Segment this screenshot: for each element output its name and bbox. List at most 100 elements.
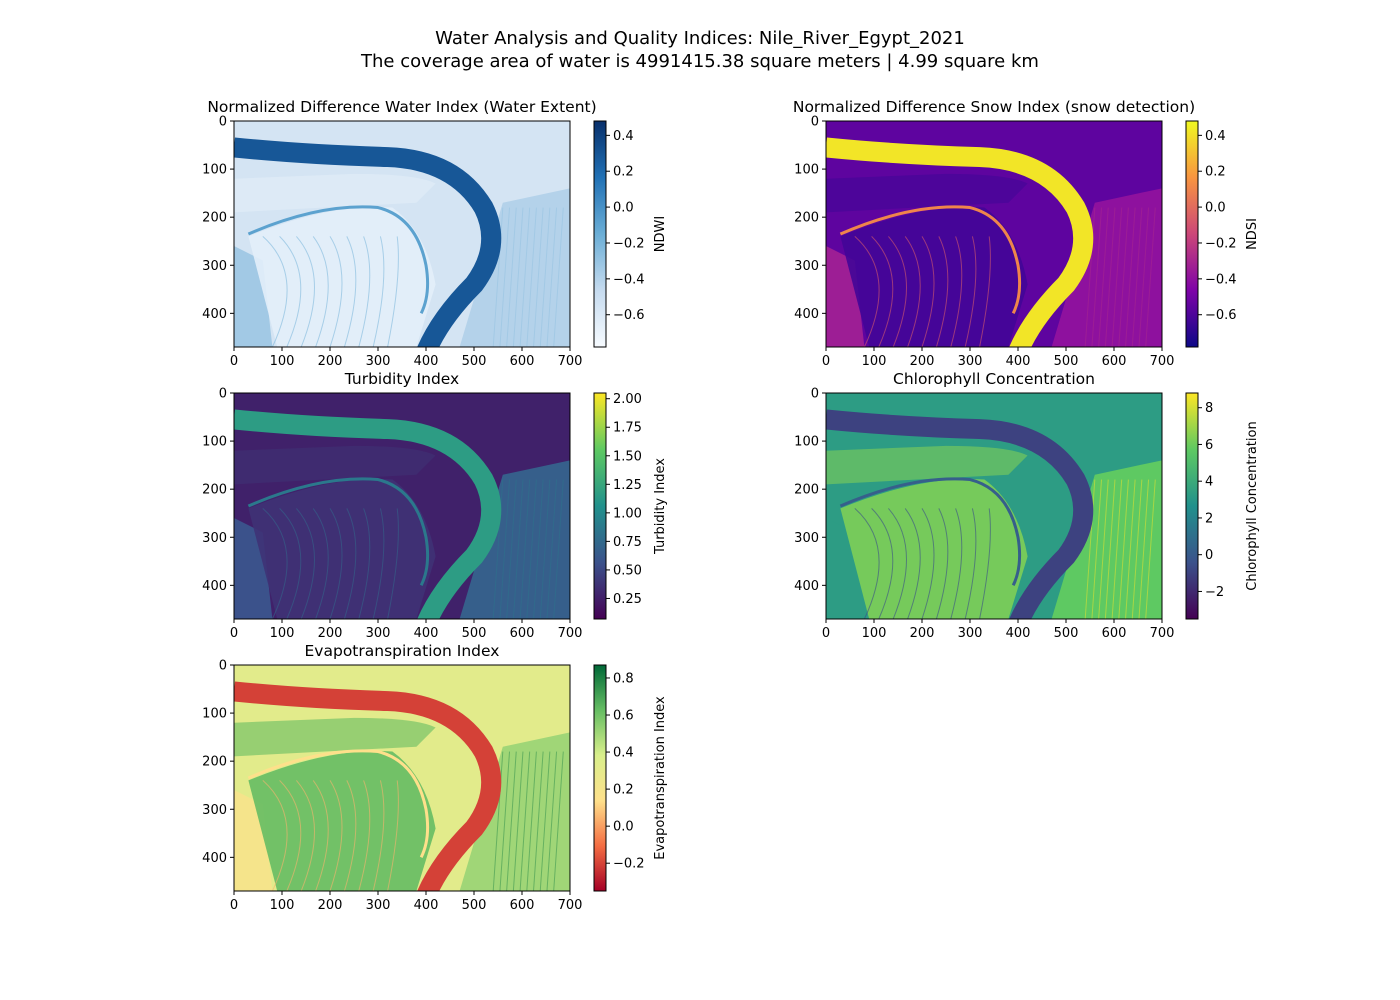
colorbar-tick-label: 1.75 [613,421,642,436]
x-tick-label: 100 [270,898,295,913]
x-tick-label: 300 [366,898,391,913]
y-tick-label: 0 [219,387,227,402]
colorbar-tick-label: −0.2 [613,857,645,872]
heatmap-image [234,121,570,347]
y-tick-label: 200 [202,483,227,498]
colorbar-tick-label: 0.0 [613,820,634,835]
colorbar-tick-label: 2 [1205,511,1213,526]
y-tick-label: 300 [794,531,819,546]
x-tick-label: 300 [366,354,391,369]
x-tick-label: 0 [822,626,830,641]
x-tick-label: 0 [230,898,238,913]
colorbar-tick-label: −0.4 [1205,272,1237,287]
x-tick-label: 100 [862,354,887,369]
x-tick-label: 200 [910,626,935,641]
colorbar-tick-label: 1.00 [613,506,642,521]
colorbar-tick-label: 0.2 [613,783,634,798]
y-tick-label: 400 [202,579,227,594]
axes-frame [233,392,571,620]
colorbar [593,664,607,892]
colorbar-label: Turbidity Index [653,458,668,555]
colorbar-tick-label: 0.2 [1205,165,1226,180]
y-tick-label: 400 [794,579,819,594]
subplot-3: Turbidity Index 0 100 200 300 400 500 600 700 0 10… [202,370,668,641]
x-tick-label: 0 [230,626,238,641]
colorbar [1185,120,1199,348]
y-tick-label: 0 [811,115,819,130]
colorbar-label: Chlorophyll Concentration [1245,421,1260,590]
colorbar-tick-label: 0.75 [613,535,642,550]
colorbar-label: Evapotranspiration Index [653,696,668,860]
x-tick-label: 200 [910,354,935,369]
x-tick-label: 700 [558,898,583,913]
colorbar-tick-label: −0.4 [613,272,645,287]
colorbar-tick-label: 0.0 [1205,201,1226,216]
x-tick-label: 100 [270,626,295,641]
x-tick-label: 500 [1054,626,1079,641]
y-tick-label: 400 [794,307,819,322]
colorbar-tick-label: −0.6 [1205,308,1237,323]
colorbar-tick-label: −2 [1205,585,1224,600]
y-tick-label: 0 [219,115,227,130]
colorbar-tick-label: 2.00 [613,392,642,407]
x-tick-label: 700 [558,626,583,641]
y-tick-label: 200 [202,755,227,770]
x-tick-label: 0 [230,354,238,369]
axes-frame [233,120,571,348]
y-tick-label: 300 [202,531,227,546]
colorbar-tick-label: −0.2 [613,236,645,251]
x-tick-label: 200 [318,354,343,369]
colorbar [593,120,607,348]
y-tick-label: 200 [202,211,227,226]
x-tick-label: 600 [510,354,535,369]
colorbar [593,392,607,620]
y-tick-label: 0 [811,387,819,402]
figure-title-line2: The coverage area of water is 4991415.38… [361,51,1039,72]
y-tick-label: 100 [202,163,227,178]
colorbar-tick-label: 8 [1205,401,1213,416]
y-tick-label: 200 [794,483,819,498]
colorbar-tick-label: 0.0 [613,201,634,216]
colorbar-tick-label: 0.6 [613,709,634,724]
x-tick-label: 300 [366,626,391,641]
colorbar-tick-label: 1.25 [613,478,642,493]
x-tick-label: 600 [1102,626,1127,641]
x-tick-label: 100 [862,626,887,641]
heatmap-image [234,393,570,619]
colorbar-tick-label: 0.50 [613,563,642,578]
subplot-title: Evapotranspiration Index [305,642,500,660]
x-tick-label: 600 [1102,354,1127,369]
x-tick-label: 500 [1054,354,1079,369]
y-tick-label: 100 [202,707,227,722]
subplot-2: Normalized Difference Snow Index (snow d… [793,98,1260,369]
y-tick-label: 300 [202,803,227,818]
x-tick-label: 400 [1006,354,1031,369]
x-tick-label: 600 [510,626,535,641]
colorbar-tick-label: 1.50 [613,449,642,464]
x-tick-label: 700 [1150,626,1175,641]
subplot-title: Normalized Difference Water Index (Water… [207,98,596,116]
x-tick-label: 500 [462,354,487,369]
x-tick-label: 100 [270,354,295,369]
colorbar [1185,392,1199,620]
heatmap-image [234,665,570,891]
colorbar-tick-label: 0.4 [613,129,634,144]
subplot-5: Evapotranspiration Index 0 100 200 300 400 500… [202,642,668,913]
colorbar-tick-label: 0.2 [613,165,634,180]
colorbar-tick-label: 0.4 [1205,129,1226,144]
colorbar-tick-label: 0.4 [613,746,634,761]
x-tick-label: 400 [414,898,439,913]
colorbar-tick-label: −0.6 [613,308,645,323]
y-tick-label: 200 [794,211,819,226]
x-tick-label: 300 [958,626,983,641]
y-tick-label: 100 [794,163,819,178]
subplot-title: Chlorophyll Concentration [893,370,1095,388]
x-tick-label: 400 [414,626,439,641]
subplot-title: Turbidity Index [344,370,459,388]
colorbar-tick-label: 0 [1205,548,1213,563]
colorbar-tick-label: −0.2 [1205,236,1237,251]
axes-frame [825,392,1163,620]
subplot-title: Normalized Difference Snow Index (snow d… [793,98,1195,116]
